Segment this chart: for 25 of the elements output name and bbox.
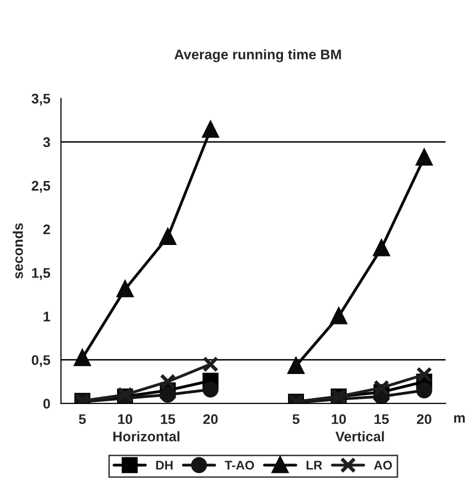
legend-label: LR [306,460,322,470]
text: Vertical [335,431,384,442]
y-tick-label: 3 [43,137,50,148]
x-tick-label: 15 [374,414,389,424]
y-tick-label: 1,5 [32,268,50,280]
x-tick-label: 20 [416,414,432,424]
x-tick-label: 5 [292,414,300,424]
legend-label: DH [156,460,173,470]
y-tick-label: 3,5 [32,94,50,106]
x-tick-label: 10 [332,414,346,424]
y-axis-title: seconds [12,223,23,279]
x-tick-label: 20 [203,414,218,424]
chart-title: Average running time BM [174,49,341,62]
legend-label: AO [374,460,392,470]
x-tick-label: 5 [78,414,86,424]
y-tick-label: 2,5 [32,180,50,193]
x-tick-label: 15 [160,414,176,424]
x-axis-title: m [454,415,465,423]
text: Horizontal [113,431,180,442]
x-tick-label: 10 [118,414,132,424]
y-tick-label: 2 [43,224,50,234]
y-tick-label: 1 [44,312,50,322]
legend-label: T-AO [224,460,254,470]
y-tick-label: 0,5 [32,355,50,368]
y-tick-label: 0 [43,398,50,409]
